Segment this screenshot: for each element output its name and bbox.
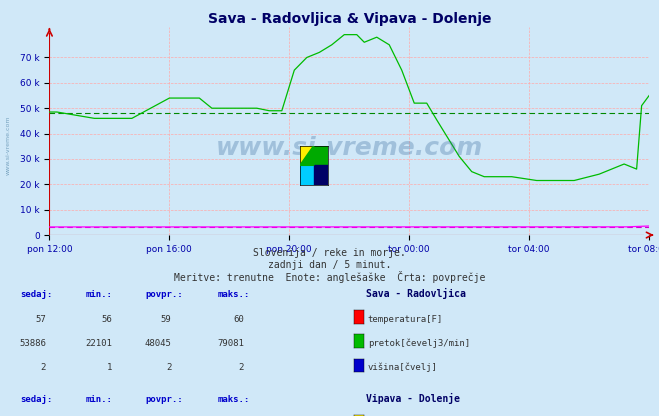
Text: 53886: 53886 [19, 339, 46, 348]
Text: 48045: 48045 [144, 339, 171, 348]
Text: povpr.:: povpr.: [145, 290, 183, 300]
Text: 56: 56 [101, 314, 112, 324]
Text: pretok[čevelj3/min]: pretok[čevelj3/min] [368, 338, 470, 348]
Text: min.:: min.: [86, 395, 113, 404]
Bar [314, 146, 328, 165]
Text: povpr.:: povpr.: [145, 395, 183, 404]
Text: 79081: 79081 [217, 339, 244, 348]
Text: 2: 2 [239, 363, 244, 372]
Text: sedaj:: sedaj: [20, 290, 52, 300]
Text: Sava - Radovljica: Sava - Radovljica [366, 288, 466, 300]
Text: min.:: min.: [86, 290, 113, 300]
Text: Slovenija / reke in morje.: Slovenija / reke in morje. [253, 248, 406, 258]
Text: sedaj:: sedaj: [20, 395, 52, 404]
Bar [300, 165, 314, 185]
Text: Vipava - Dolenje: Vipava - Dolenje [366, 393, 460, 404]
Text: 22101: 22101 [85, 339, 112, 348]
Text: 1: 1 [107, 363, 112, 372]
Text: www.si-vreme.com: www.si-vreme.com [5, 116, 11, 176]
Text: maks.:: maks.: [217, 395, 250, 404]
Polygon shape [300, 146, 314, 165]
Text: temperatura[F]: temperatura[F] [368, 314, 443, 324]
Text: 57: 57 [36, 314, 46, 324]
Text: 59: 59 [161, 314, 171, 324]
Polygon shape [300, 146, 314, 165]
Bar [314, 165, 328, 185]
Text: 2: 2 [166, 363, 171, 372]
Text: www.si-vreme.com: www.si-vreme.com [215, 136, 483, 160]
Text: 60: 60 [233, 314, 244, 324]
Text: 2: 2 [41, 363, 46, 372]
Title: Sava - Radovljica & Vipava - Dolenje: Sava - Radovljica & Vipava - Dolenje [208, 12, 491, 26]
Text: maks.:: maks.: [217, 290, 250, 300]
Text: Meritve: trenutne  Enote: anglešaške  Črta: povprečje: Meritve: trenutne Enote: anglešaške Črta… [174, 271, 485, 283]
Text: zadnji dan / 5 minut.: zadnji dan / 5 minut. [268, 260, 391, 270]
Text: višina[čvelj]: višina[čvelj] [368, 362, 438, 372]
